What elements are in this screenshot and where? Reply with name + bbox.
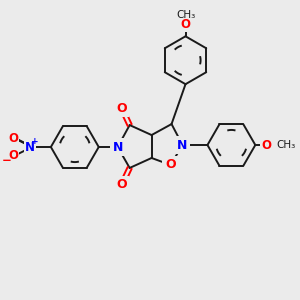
Text: O: O xyxy=(181,18,190,31)
Text: O: O xyxy=(8,149,18,163)
Text: O: O xyxy=(261,139,271,152)
Text: N: N xyxy=(112,140,123,154)
Text: +: + xyxy=(31,136,39,146)
Text: N: N xyxy=(25,140,35,154)
Text: CH₃: CH₃ xyxy=(276,140,296,150)
Text: O: O xyxy=(116,178,127,191)
Text: O: O xyxy=(8,131,18,145)
Text: −: − xyxy=(2,154,12,167)
Text: O: O xyxy=(116,102,127,115)
Text: O: O xyxy=(165,158,176,172)
Text: N: N xyxy=(177,139,188,152)
Text: CH₃: CH₃ xyxy=(176,11,195,20)
